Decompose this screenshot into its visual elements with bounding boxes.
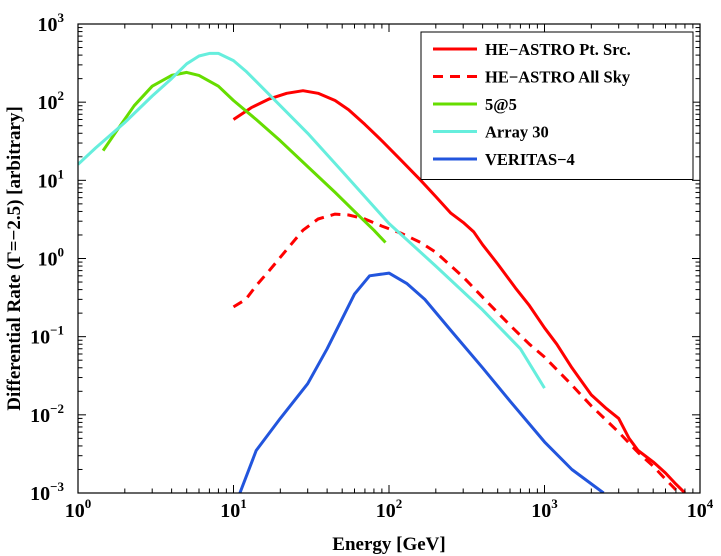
- legend: HE−ASTRO Pt. Src. HE−ASTRO All Sky 5@5 Arra…: [420, 31, 694, 180]
- x-tick-label: 102: [376, 496, 403, 522]
- y-tick-label: 10−1: [30, 323, 64, 349]
- y-tick-exponent: −3: [50, 479, 64, 494]
- y-tick-exponent: 0: [58, 245, 65, 260]
- y-tick-label: 10−2: [30, 401, 64, 427]
- y-tick-label: 102: [38, 88, 65, 114]
- x-tick-label: 101: [220, 496, 247, 522]
- x-tick-base: 10: [220, 500, 240, 522]
- x-tick-base: 10: [376, 500, 396, 522]
- x-tick-base: 10: [687, 500, 707, 522]
- y-tick-base: 10: [38, 170, 58, 192]
- legend-label-1: HE−ASTRO Pt. Src.: [485, 40, 631, 59]
- legend-label-4: Array 30: [485, 123, 549, 142]
- x-tick-base: 10: [65, 500, 85, 522]
- series-line-2: [232, 212, 677, 491]
- y-tick-base: 10: [30, 405, 50, 427]
- y-tick-base: 10: [30, 327, 50, 349]
- x-tick-exponent: 0: [85, 496, 92, 511]
- legend-box: [420, 31, 694, 180]
- x-tick-exponent: 4: [707, 496, 714, 511]
- y-tick-exponent: −2: [50, 401, 64, 416]
- y-tick-label: 101: [38, 166, 65, 192]
- y-tick-label: 10−3: [30, 479, 64, 505]
- legend-label-5: VERITAS−4: [485, 150, 575, 169]
- legend-label-3: 5@5: [485, 95, 517, 114]
- y-tick-exponent: 2: [58, 88, 65, 103]
- x-tick-base: 10: [531, 500, 551, 522]
- x-axis-title: Energy [GeV]: [332, 534, 445, 555]
- x-tick-label: 100: [65, 496, 92, 522]
- legend-label-2: HE−ASTRO All Sky: [485, 68, 631, 87]
- y-tick-base: 10: [38, 249, 58, 271]
- y-tick-exponent: 3: [58, 10, 65, 25]
- x-tick-label: 103: [531, 496, 558, 522]
- x-tick-exponent: 3: [551, 496, 558, 511]
- series-layer: [78, 51, 686, 493]
- x-tick-label: 104: [687, 496, 714, 522]
- y-axis-title: Differential Rate (Γ=−2.5) [arbitrary]: [4, 106, 25, 411]
- series-line-3: [101, 70, 387, 244]
- series-line-4: [78, 51, 546, 389]
- y-tick-base: 10: [38, 14, 58, 36]
- x-tick-exponent: 2: [396, 496, 403, 511]
- y-tick-exponent: 1: [58, 166, 65, 181]
- x-tick-exponent: 1: [240, 496, 247, 511]
- ticks-layer: [77, 23, 701, 494]
- series-line-5: [238, 271, 605, 493]
- y-tick-label: 100: [38, 245, 65, 271]
- series-line-1: [232, 89, 686, 493]
- y-tick-base: 10: [30, 483, 50, 505]
- y-tick-exponent: −1: [50, 323, 64, 338]
- y-tick-base: 10: [38, 92, 58, 114]
- y-tick-label: 103: [38, 10, 65, 36]
